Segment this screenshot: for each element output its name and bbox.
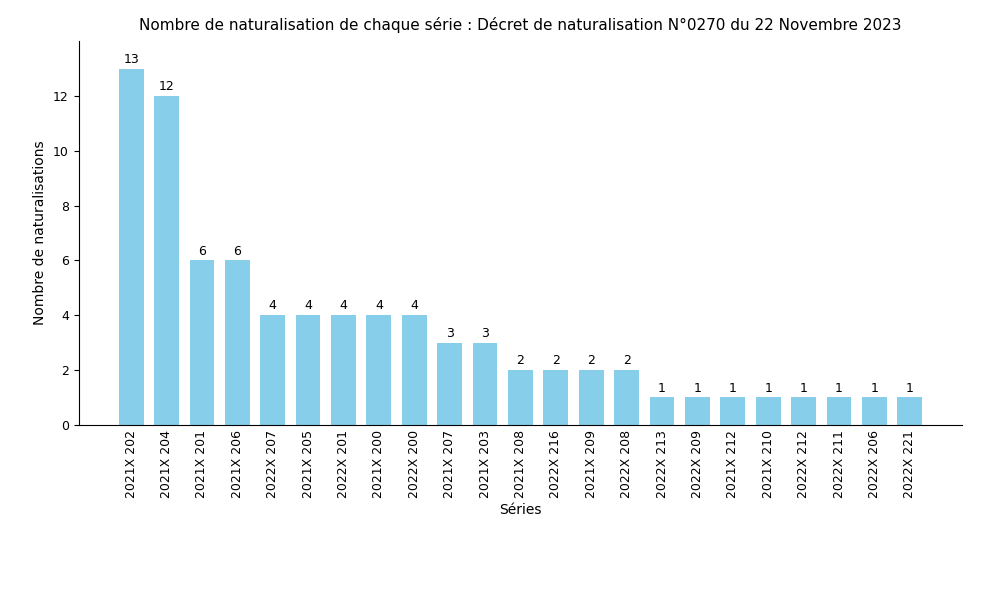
Bar xyxy=(791,398,816,425)
Bar xyxy=(898,398,922,425)
Bar xyxy=(543,370,569,425)
Text: 1: 1 xyxy=(658,382,666,395)
Text: 2: 2 xyxy=(623,354,630,367)
Bar xyxy=(721,398,745,425)
Text: 4: 4 xyxy=(269,300,277,313)
Text: 4: 4 xyxy=(410,300,418,313)
Y-axis label: Nombre de naturalisations: Nombre de naturalisations xyxy=(33,141,47,325)
Bar xyxy=(331,315,355,425)
Bar xyxy=(827,398,851,425)
Text: 1: 1 xyxy=(693,382,701,395)
Text: 1: 1 xyxy=(870,382,878,395)
Text: 3: 3 xyxy=(446,327,454,340)
Text: 4: 4 xyxy=(340,300,348,313)
Bar xyxy=(402,315,426,425)
Bar xyxy=(225,260,249,425)
Text: 2: 2 xyxy=(587,354,595,367)
X-axis label: Séries: Séries xyxy=(499,503,542,517)
Bar xyxy=(472,343,498,425)
Bar xyxy=(615,370,639,425)
Title: Nombre de naturalisation de chaque série : Décret de naturalisation N°0270 du 22: Nombre de naturalisation de chaque série… xyxy=(139,17,901,33)
Text: 13: 13 xyxy=(124,53,139,66)
Text: 1: 1 xyxy=(764,382,772,395)
Text: 1: 1 xyxy=(905,382,913,395)
Bar xyxy=(260,315,285,425)
Bar xyxy=(685,398,710,425)
Text: 2: 2 xyxy=(552,354,560,367)
Text: 12: 12 xyxy=(159,80,175,93)
Bar xyxy=(296,315,320,425)
Bar xyxy=(862,398,887,425)
Text: 4: 4 xyxy=(375,300,383,313)
Bar xyxy=(154,96,179,425)
Bar xyxy=(756,398,781,425)
Bar xyxy=(508,370,533,425)
Text: 3: 3 xyxy=(481,327,489,340)
Bar xyxy=(119,68,143,425)
Text: 6: 6 xyxy=(234,245,242,258)
Bar xyxy=(650,398,675,425)
Text: 6: 6 xyxy=(198,245,206,258)
Bar xyxy=(190,260,214,425)
Bar xyxy=(578,370,604,425)
Text: 4: 4 xyxy=(304,300,312,313)
Text: 1: 1 xyxy=(799,382,807,395)
Text: 1: 1 xyxy=(729,382,736,395)
Bar xyxy=(366,315,391,425)
Text: 1: 1 xyxy=(835,382,843,395)
Text: 2: 2 xyxy=(517,354,524,367)
Bar xyxy=(437,343,463,425)
